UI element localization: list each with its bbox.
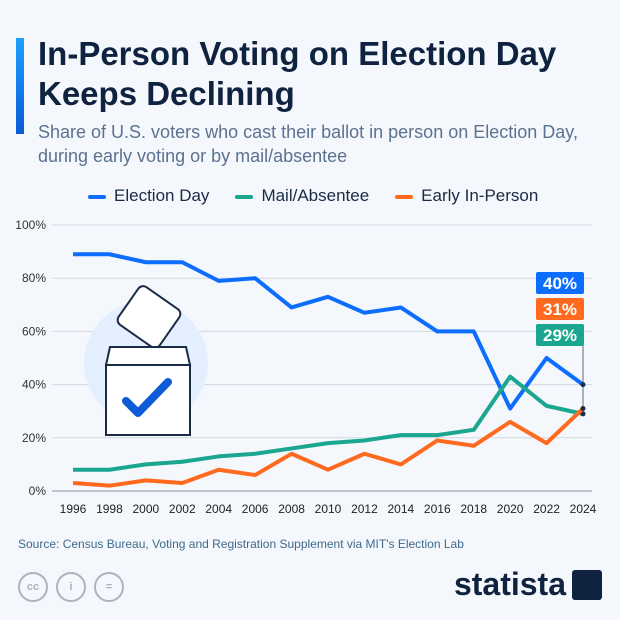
x-tick-label: 2016 — [424, 502, 451, 516]
end-label: 29% — [543, 326, 577, 345]
license-icons: cc i = — [18, 572, 124, 602]
series-line-1 — [73, 374, 584, 472]
legend: Election Day Mail/Absentee Early In-Pers… — [88, 186, 538, 206]
legend-item-early: Early In-Person — [395, 186, 538, 206]
source-note: Source: Census Bureau, Voting and Regist… — [18, 537, 464, 551]
y-tick-label: 100% — [15, 218, 46, 232]
y-tick-label: 0% — [29, 484, 47, 498]
x-tick-label: 2022 — [533, 502, 560, 516]
x-tick-label: 2002 — [169, 502, 196, 516]
x-tick-label: 2000 — [133, 502, 160, 516]
line-chart: 0% 20% 40% 60% 80% 100% 1996 1998 2000 2002 2004 20… — [15, 218, 597, 516]
y-tick-label: 60% — [22, 324, 46, 338]
no-derivatives-icon: = — [94, 572, 124, 602]
x-tick-label: 2020 — [497, 502, 524, 516]
legend-item-mail: Mail/Absentee — [235, 186, 369, 206]
end-label: 40% — [543, 274, 577, 293]
x-tick-label: 2008 — [278, 502, 305, 516]
end-label-box — [536, 298, 584, 320]
data-point — [580, 382, 586, 388]
chart-title: In-Person Voting on Election Day Keeps D… — [38, 35, 557, 112]
series-line-0 — [73, 252, 585, 411]
y-tick-label: 80% — [22, 271, 46, 285]
y-tick-label: 20% — [22, 431, 46, 445]
x-tick-label: 2018 — [460, 502, 487, 516]
x-tick-label: 2006 — [242, 502, 269, 516]
cc-icon: cc — [18, 572, 48, 602]
x-tick-label: 2014 — [388, 502, 415, 516]
x-tick-label: 2024 — [570, 502, 597, 516]
x-tick-label: 1998 — [96, 502, 123, 516]
ballot-box-icon — [104, 285, 192, 436]
statista-logo: statista — [454, 566, 602, 603]
data-point — [580, 406, 586, 412]
data-point — [580, 411, 586, 417]
x-tick-label: 2010 — [315, 502, 342, 516]
attribution-icon: i — [56, 572, 86, 602]
y-tick-label: 40% — [22, 378, 46, 392]
series-line-2 — [72, 407, 585, 488]
statista-mark-icon — [572, 569, 602, 600]
x-tick-label: 2004 — [205, 502, 232, 516]
accent-bar — [16, 38, 24, 134]
end-label-box — [536, 324, 584, 346]
legend-item-election-day: Election Day — [88, 186, 209, 206]
end-label: 31% — [543, 300, 577, 319]
x-tick-label: 2012 — [351, 502, 378, 516]
end-label-box — [536, 272, 584, 294]
x-tick-label: 1996 — [60, 502, 87, 516]
chart-subtitle: Share of U.S. voters who cast their ball… — [38, 122, 578, 166]
